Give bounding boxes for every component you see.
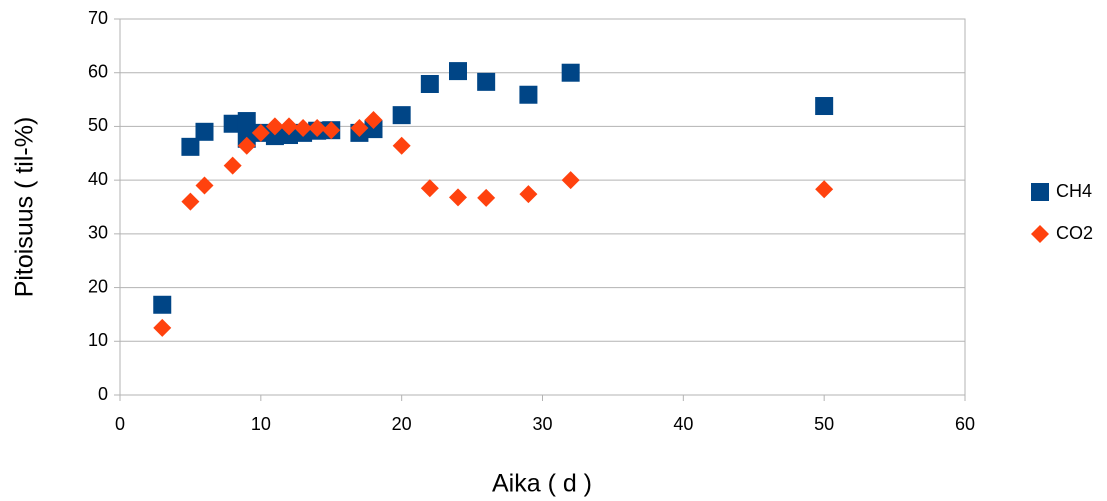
y-tick-label: 30 [88,223,108,243]
x-tick-label: 20 [392,414,412,434]
x-tick-label: 60 [955,414,975,434]
x-tick-label: 30 [532,414,552,434]
point [449,188,467,207]
point [561,63,580,82]
point [561,171,580,190]
point [153,318,172,337]
point [420,74,439,93]
point [265,117,284,136]
x-tick-label: 0 [115,414,125,434]
point [251,123,270,142]
y-tick-label: 40 [88,169,108,189]
point [195,176,214,195]
point [237,136,256,155]
point [815,180,834,199]
point [392,106,411,125]
plot-frame [119,18,966,396]
point [280,117,298,136]
point [223,114,242,133]
point [519,85,538,104]
x-tick-label: 50 [814,414,834,434]
point [392,136,411,155]
y-tick-label: 70 [88,8,108,28]
y-tick-label: 20 [88,276,108,296]
point [420,179,439,198]
y-tick-label: 10 [88,330,108,350]
legend-marker [1031,183,1049,201]
point [265,127,284,146]
point [153,295,172,314]
y-tick-label: 60 [88,61,108,81]
point [815,97,834,116]
point [308,119,327,138]
point [364,120,383,139]
point [477,188,496,207]
legend-label: CH4 [1056,181,1092,201]
legend-marker [1031,225,1049,243]
x-tick-label: 10 [251,414,271,434]
x-axis-title: Aika ( d ) [492,470,592,498]
x-tick-label: 40 [673,414,693,434]
point [237,112,256,131]
point [364,110,383,129]
point [449,62,467,81]
point [294,119,313,138]
point [181,137,200,156]
legend-label: CO2 [1056,223,1093,243]
point [350,119,369,138]
point [181,192,200,211]
y-tick-label: 0 [98,384,108,404]
point [195,122,214,141]
point [322,121,341,140]
point [519,185,538,204]
y-tick-label: 50 [88,115,108,135]
point [477,72,496,91]
point [223,156,242,175]
y-axis-title: Pitoisuus ( til-%) [11,117,39,298]
